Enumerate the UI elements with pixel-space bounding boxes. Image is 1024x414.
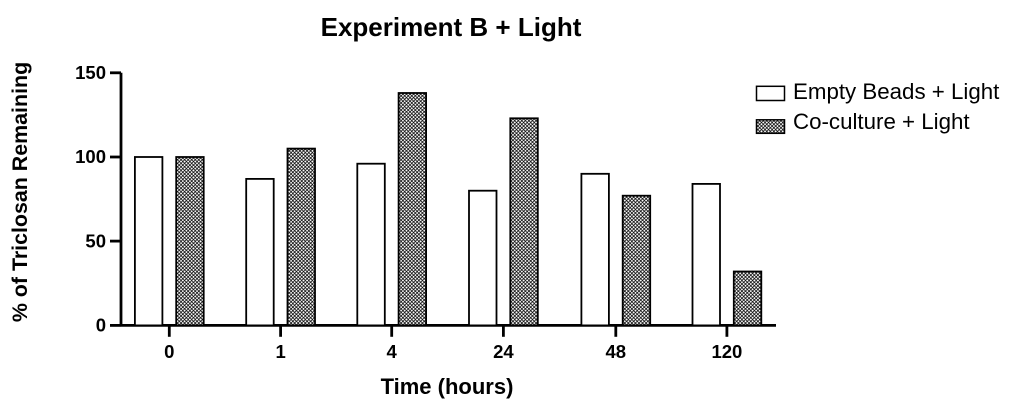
svg-text:4: 4 [387,341,398,362]
svg-text:24: 24 [493,341,514,362]
svg-text:0: 0 [96,315,106,336]
svg-text:Co-culture + Light: Co-culture + Light [793,109,970,134]
svg-text:1: 1 [275,341,285,362]
svg-text:Time (hours): Time (hours) [381,374,514,399]
svg-text:Experiment B + Light: Experiment B + Light [321,12,582,42]
svg-text:100: 100 [75,146,106,167]
svg-text:120: 120 [711,341,742,362]
svg-text:0: 0 [164,341,174,362]
svg-text:48: 48 [606,341,627,362]
svg-text:Empty Beads + Light: Empty Beads + Light [793,79,1000,104]
svg-text:150: 150 [75,62,106,83]
svg-text:50: 50 [85,230,106,251]
svg-text:% of Triclosan Remaining: % of Triclosan Remaining [8,62,32,322]
